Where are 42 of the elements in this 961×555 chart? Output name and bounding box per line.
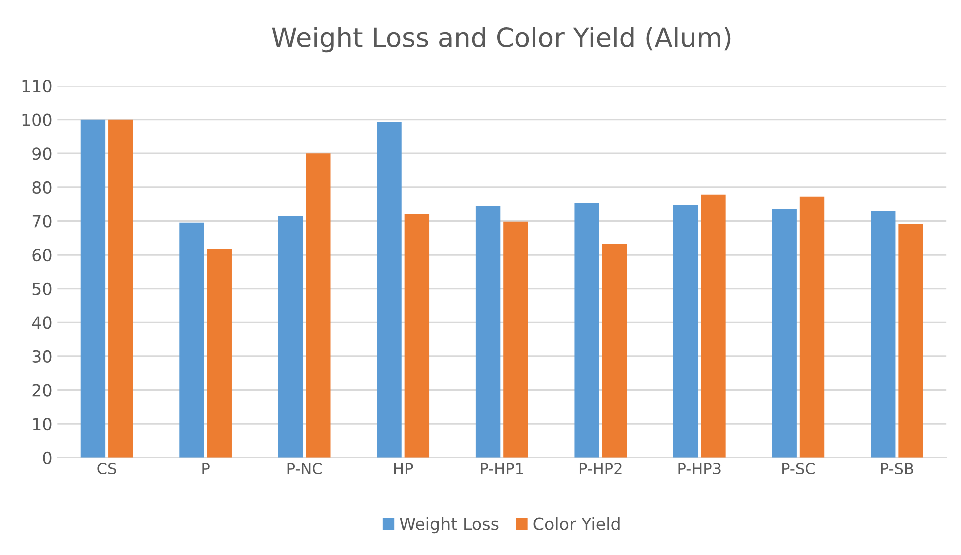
bar [574,202,600,458]
y-tick-label: 80 [32,181,52,194]
bar [476,206,501,458]
x-tick-label: P-HP1 [481,463,524,474]
y-tick-label: 110 [22,80,52,93]
bar [180,222,204,458]
y-tick-label: 10 [33,418,52,431]
bar [207,248,232,458]
x-tick-label: P-SC [782,463,815,475]
y-tick-label: 0 [43,452,52,464]
x-tick-label: P-NC [288,463,322,475]
bar [701,194,726,458]
y-tick-label: 100 [22,114,52,126]
y-tick-label: 60 [32,249,52,262]
legend-label: Color Yield [534,517,620,530]
y-tick-label: 90 [32,148,52,160]
bar [278,216,304,458]
bar [800,196,825,458]
bar [404,214,430,458]
y-tick-label: 70 [32,215,52,228]
bar [871,211,896,458]
x-tick-label: P-HP3 [678,463,721,475]
x-tick-label: P-HP2 [580,463,622,474]
legend-label: Weight Loss [400,517,499,534]
y-tick-label: 50 [32,282,52,296]
x-tick-label: CS [98,463,116,475]
y-tick-label: 20 [32,384,52,397]
bar [377,122,402,458]
bar [673,205,698,458]
y-tick-label: 40 [32,316,52,330]
x-tick-label: P-SB [881,463,914,475]
y-tick-label: 30 [32,350,52,364]
bar [602,244,628,458]
chart-title: Weight Loss and Color Yield (Alum) [272,27,731,53]
bar [306,154,331,458]
x-tick-label: P [202,463,210,474]
bar [108,120,134,458]
bar [898,224,924,458]
x-tick-label: HP [394,463,414,474]
bar [772,209,797,458]
bar [80,120,106,458]
bar [504,222,528,458]
